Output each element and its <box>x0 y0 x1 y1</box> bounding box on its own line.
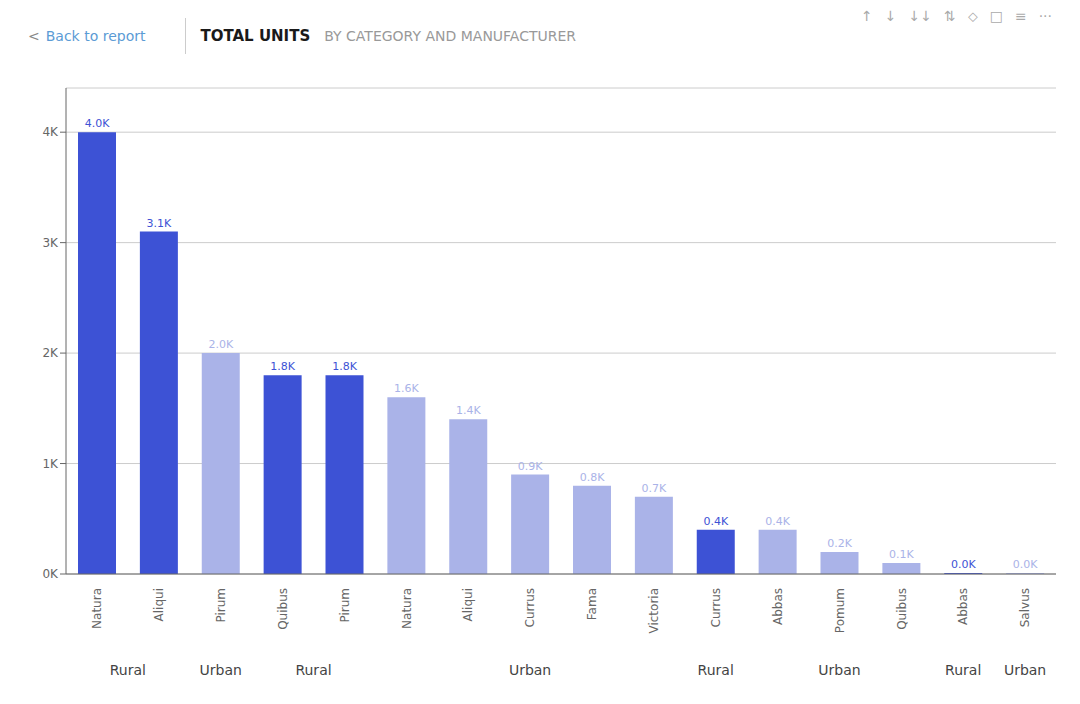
svg-text:Quibus: Quibus <box>276 588 290 630</box>
svg-text:1K: 1K <box>42 457 59 471</box>
html-text:Urban: Urban <box>1003 662 1047 678</box>
html-text:Rural: Rural <box>697 662 734 678</box>
svg-text:0.0K: 0.0K <box>1013 558 1038 571</box>
svg-text:Currus: Currus <box>523 588 537 628</box>
svg-text:3.1K: 3.1K <box>147 217 172 230</box>
svg-text:0.4K: 0.4K <box>765 515 790 528</box>
svg-text:0.7K: 0.7K <box>642 482 667 495</box>
html-text:Urban: Urban <box>199 662 242 678</box>
svg-text:0.2K: 0.2K <box>827 537 852 550</box>
svg-text:3K: 3K <box>42 236 59 250</box>
html-text:< Back to report: < Back to report <box>28 28 146 44</box>
html-text:TOTAL UNITS: TOTAL UNITS <box>200 27 311 45</box>
svg-text:0.9K: 0.9K <box>518 460 543 473</box>
svg-text:2K: 2K <box>42 346 59 360</box>
html-text:Rural: Rural <box>109 662 146 678</box>
svg-text:Quibus: Quibus <box>895 588 909 630</box>
svg-text:Victoria: Victoria <box>647 588 661 634</box>
svg-text:1.8K: 1.8K <box>270 360 295 373</box>
svg-text:0.4K: 0.4K <box>703 515 728 528</box>
svg-text:0.0K: 0.0K <box>951 558 976 571</box>
html-text:BY CATEGORY AND MANUFACTURER: BY CATEGORY AND MANUFACTURER <box>324 28 577 44</box>
html-text:Urban: Urban <box>818 662 861 678</box>
html-text:Urban: Urban <box>508 662 552 678</box>
svg-text:Pirum: Pirum <box>338 588 352 623</box>
svg-text:0K: 0K <box>42 567 59 581</box>
svg-text:1.6K: 1.6K <box>394 382 419 395</box>
svg-text:2.0K: 2.0K <box>208 338 233 351</box>
svg-text:Salvus: Salvus <box>1018 588 1032 627</box>
svg-text:Currus: Currus <box>709 588 723 628</box>
svg-text:0.8K: 0.8K <box>580 471 605 484</box>
svg-text:4K: 4K <box>42 125 59 139</box>
svg-text:Aliqui: Aliqui <box>152 588 166 621</box>
svg-text:4.0K: 4.0K <box>85 117 110 130</box>
svg-text:Pirum: Pirum <box>214 588 228 623</box>
svg-text:Abbas: Abbas <box>771 588 785 625</box>
svg-text:1.4K: 1.4K <box>456 404 481 417</box>
svg-text:Aliqui: Aliqui <box>461 588 475 621</box>
svg-text:Pomum: Pomum <box>833 588 847 633</box>
html-text:Rural: Rural <box>945 662 982 678</box>
svg-text:Abbas: Abbas <box>956 588 970 625</box>
svg-text:Natura: Natura <box>90 588 104 629</box>
svg-text:1.8K: 1.8K <box>332 360 357 373</box>
svg-text:Natura: Natura <box>400 588 414 629</box>
html-text:Rural: Rural <box>295 662 332 678</box>
svg-text:Fama: Fama <box>585 588 599 620</box>
svg-text:0.1K: 0.1K <box>889 548 914 561</box>
